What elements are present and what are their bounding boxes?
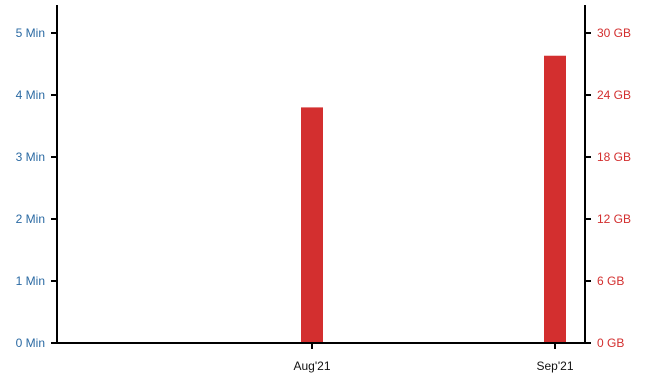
left-tick-label: 5 Min <box>16 26 45 40</box>
x-tick-label: Sep'21 <box>537 359 574 373</box>
bar <box>544 55 566 342</box>
left-tick-label: 1 Min <box>16 274 45 288</box>
left-tick-label: 4 Min <box>16 88 45 102</box>
bar <box>301 107 323 343</box>
right-tick-label: 30 GB <box>597 26 631 40</box>
left-tick-label: 2 Min <box>16 212 45 226</box>
x-tick-label: Aug'21 <box>294 359 331 373</box>
right-tick-label: 24 GB <box>597 88 631 102</box>
right-tick-label: 12 GB <box>597 212 631 226</box>
right-tick-label: 18 GB <box>597 150 631 164</box>
right-tick-label: 6 GB <box>597 274 624 288</box>
left-tick-label: 3 Min <box>16 150 45 164</box>
left-tick-label: 0 Min <box>16 336 45 350</box>
right-tick-label: 0 GB <box>597 336 624 350</box>
